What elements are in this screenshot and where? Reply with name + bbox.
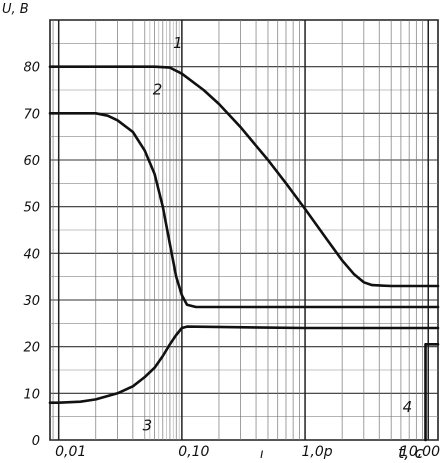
- x-axis-label: t, c: [398, 443, 423, 462]
- x-axis-extra-mark: ı: [260, 447, 264, 462]
- y-tick-label: 10: [23, 387, 40, 402]
- grid: [49, 19, 439, 441]
- y-tick-label: 70: [23, 107, 40, 122]
- y-tick-label: 40: [23, 247, 40, 262]
- series-label-3: 3: [143, 417, 153, 435]
- y-tick-label: 60: [23, 154, 40, 169]
- y-tick-labels: 0 10 20 30 40 50 60 70 80: [23, 61, 40, 449]
- x-tick-label: 0,10: [178, 444, 209, 460]
- x-tick-label: 1,0р: [301, 444, 332, 460]
- series-label-4: 4: [403, 398, 413, 416]
- y-tick-label: 20: [23, 341, 40, 356]
- x-tick-labels: 0,01 0,10 1,0р 10,00: [55, 444, 440, 460]
- series-line-3: [48, 325, 440, 404]
- x-tick-label: 0,01: [55, 444, 86, 460]
- x-tick-label: 10,00: [400, 444, 440, 460]
- y-tick-label: 50: [23, 201, 40, 216]
- y-tick-label: 80: [23, 61, 40, 76]
- series-line-1: [48, 65, 440, 288]
- y-tick-label: 0: [32, 434, 40, 449]
- series-label-1: 1: [173, 34, 183, 52]
- series-label-2: 2: [153, 81, 163, 99]
- y-tick-label: 30: [23, 294, 40, 309]
- series-layer: 1 2 3 4: [48, 34, 440, 442]
- series-line-4: [424, 343, 440, 442]
- y-axis-label: U, B: [2, 2, 29, 17]
- series-line-2: [48, 112, 440, 309]
